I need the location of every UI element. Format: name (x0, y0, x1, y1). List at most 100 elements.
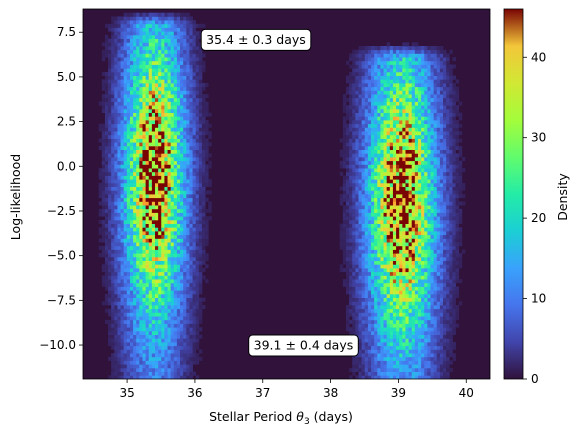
heatmap-cell (183, 356, 187, 361)
heatmap-cell (123, 219, 128, 224)
heatmap-cell (339, 238, 344, 243)
heatmap-cell (173, 316, 178, 321)
heatmap-cell (161, 330, 165, 335)
heatmap-cell (111, 90, 115, 95)
heatmap-cell (133, 245, 137, 250)
heatmap-cell (123, 160, 128, 165)
heatmap-cell (180, 364, 184, 369)
heatmap-cell (386, 219, 391, 224)
heatmap-cell (148, 134, 153, 139)
heatmap-cell (383, 349, 388, 354)
heatmap-cell (176, 201, 181, 206)
heatmap-cell (195, 275, 200, 280)
heatmap-cell (208, 131, 212, 136)
heatmap-cell (192, 282, 197, 287)
heatmap-cell (364, 201, 369, 206)
heatmap-cell (189, 53, 193, 58)
heatmap-cell (198, 57, 203, 62)
heatmap-cell (126, 83, 131, 88)
heatmap-cell (392, 64, 397, 69)
heatmap-cell (108, 338, 112, 343)
heatmap-cell (383, 83, 388, 88)
heatmap-cell (129, 75, 134, 80)
heatmap-cell (396, 231, 400, 236)
heatmap-cell (386, 264, 391, 269)
heatmap-cell (114, 38, 118, 43)
heatmap-cell (158, 23, 162, 28)
heatmap-cell (377, 138, 381, 143)
heatmap-cell (389, 316, 394, 321)
heatmap-cell (155, 301, 159, 306)
heatmap-cell (117, 327, 121, 332)
heatmap-cell (192, 334, 197, 339)
heatmap-cell (364, 353, 369, 358)
heatmap-cell (114, 105, 118, 110)
heatmap-cell (208, 112, 212, 117)
heatmap-cell (98, 123, 103, 128)
heatmap-cell (142, 319, 147, 324)
heatmap-cell (158, 301, 162, 306)
heatmap-cell (164, 134, 168, 139)
heatmap-cell (371, 186, 375, 191)
heatmap-cell (192, 353, 197, 358)
heatmap-cell (380, 201, 384, 206)
heatmap-cell (183, 264, 187, 269)
heatmap-cell (342, 164, 347, 169)
heatmap-cell (355, 330, 359, 335)
heatmap-cell (389, 253, 394, 258)
heatmap-cell (176, 286, 181, 291)
heatmap-cell (120, 256, 125, 261)
heatmap-cell (396, 179, 400, 184)
heatmap-cell (405, 149, 409, 154)
heatmap-cell (126, 134, 131, 139)
heatmap-cell (392, 271, 397, 276)
heatmap-cell (195, 31, 200, 36)
heatmap-cell (142, 253, 147, 258)
heatmap-cell (133, 127, 137, 132)
heatmap-cell (120, 353, 125, 358)
heatmap-cell (386, 208, 391, 213)
heatmap-cell (114, 219, 118, 224)
heatmap-cell (167, 31, 172, 36)
heatmap-cell (158, 242, 162, 247)
heatmap-cell (148, 360, 153, 365)
heatmap-cell (170, 308, 175, 313)
heatmap-cell (352, 275, 356, 280)
heatmap-cell (355, 208, 359, 213)
heatmap-cell (371, 134, 375, 139)
heatmap-cell (170, 349, 175, 354)
heatmap-cell (148, 205, 153, 210)
heatmap-cell (374, 375, 378, 379)
heatmap-cell (367, 316, 372, 321)
heatmap-cell (158, 297, 162, 302)
heatmap-cell (136, 34, 140, 39)
heatmap-cell (120, 20, 125, 25)
heatmap-cell (151, 286, 156, 291)
heatmap-cell (145, 212, 150, 217)
heatmap-cell (123, 327, 128, 332)
heatmap-cell (396, 153, 400, 158)
heatmap-cell (389, 245, 394, 250)
heatmap-cell (383, 164, 388, 169)
heatmap-cell (405, 356, 409, 361)
heatmap-cell (342, 194, 347, 199)
heatmap-cell (352, 264, 356, 269)
heatmap-cell (123, 268, 128, 273)
heatmap-cell (167, 138, 172, 143)
heatmap-cell (120, 83, 125, 88)
heatmap-cell (170, 305, 175, 310)
heatmap-cell (389, 53, 394, 58)
heatmap-cell (367, 71, 372, 76)
heatmap-cell (386, 68, 391, 73)
heatmap-cell (358, 316, 363, 321)
heatmap-cell (158, 182, 162, 187)
heatmap-cell (120, 375, 125, 379)
heatmap-cell (126, 190, 131, 195)
heatmap-cell (170, 86, 175, 91)
heatmap-cell (170, 212, 175, 217)
heatmap-cell (367, 168, 372, 173)
heatmap-cell (383, 90, 388, 95)
heatmap-cell (123, 290, 128, 295)
heatmap-cell (180, 153, 184, 158)
heatmap-cell (361, 245, 366, 250)
